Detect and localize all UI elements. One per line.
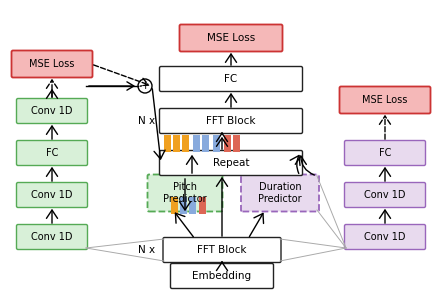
Text: +: + [140,81,150,91]
FancyBboxPatch shape [171,263,273,289]
Bar [214,134,221,151]
Text: N x: N x [138,245,155,255]
Text: FFT Block: FFT Block [206,116,256,126]
FancyBboxPatch shape [345,224,425,250]
Text: Repeat: Repeat [213,158,249,168]
Text: FC: FC [379,148,391,158]
Text: Duration
Predictor: Duration Predictor [258,182,302,204]
FancyBboxPatch shape [16,224,88,250]
Bar [202,134,210,151]
Text: FC: FC [224,74,237,84]
FancyBboxPatch shape [163,238,281,262]
Text: Conv 1D: Conv 1D [31,190,73,200]
FancyBboxPatch shape [148,174,222,212]
Text: Conv 1D: Conv 1D [364,232,406,242]
Text: Conv 1D: Conv 1D [31,232,73,242]
Text: MSE Loss: MSE Loss [29,59,75,69]
Text: FC: FC [46,148,58,158]
FancyBboxPatch shape [16,141,88,165]
Bar [190,196,197,213]
Text: Pitch
Predictor: Pitch Predictor [163,182,207,204]
Bar [194,134,201,151]
FancyBboxPatch shape [179,25,283,52]
FancyBboxPatch shape [16,99,88,123]
Text: N x: N x [138,116,155,126]
FancyBboxPatch shape [339,87,431,114]
Text: FFT Block: FFT Block [197,245,247,255]
Text: Conv 1D: Conv 1D [31,106,73,116]
FancyBboxPatch shape [12,50,93,77]
FancyBboxPatch shape [159,108,303,134]
Text: Embedding: Embedding [192,271,252,281]
Bar [174,134,180,151]
Bar [171,196,179,213]
FancyBboxPatch shape [159,150,303,176]
FancyBboxPatch shape [345,141,425,165]
Text: MSE Loss: MSE Loss [362,95,408,105]
Bar [233,134,241,151]
FancyBboxPatch shape [241,174,319,212]
Bar [225,134,232,151]
Bar [180,196,187,213]
FancyBboxPatch shape [16,182,88,208]
Text: Conv 1D: Conv 1D [364,190,406,200]
Text: MSE Loss: MSE Loss [207,33,255,43]
Bar [199,196,206,213]
Bar [183,134,190,151]
FancyBboxPatch shape [159,67,303,91]
Bar [164,134,171,151]
FancyBboxPatch shape [345,182,425,208]
